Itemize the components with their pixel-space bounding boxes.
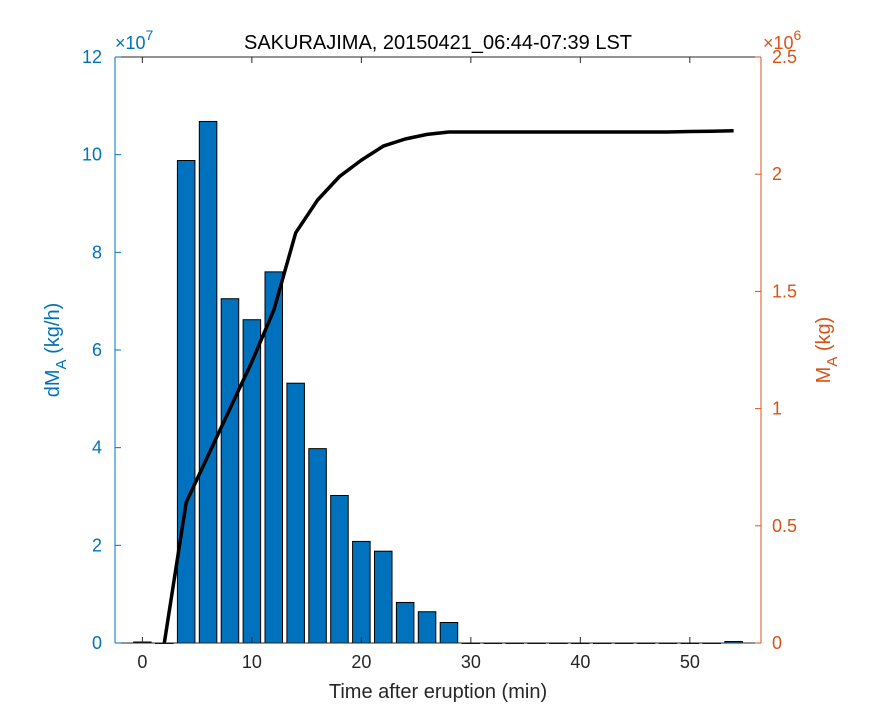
bar <box>198 120 218 644</box>
x-axis-title: Time after eruption (min) <box>329 681 547 703</box>
right-axis-title: MA (kg) <box>813 317 841 384</box>
x-tick-label: 20 <box>351 652 371 672</box>
left-tick-label: 10 <box>82 145 102 165</box>
right-axis-title-main: M <box>813 367 835 384</box>
bar <box>286 382 305 644</box>
left-axis-title-unit: (kg/h) <box>42 303 64 360</box>
bar <box>242 319 262 644</box>
left-tick-label: 6 <box>92 340 102 360</box>
right-tick-label: 0.5 <box>772 516 797 536</box>
bar <box>308 448 327 644</box>
chart-title: SAKURAJIMA, 20150421_06:44-07:39 LST <box>244 32 632 54</box>
left-tick-label: 8 <box>92 242 102 262</box>
left-tick-label: 12 <box>82 47 102 67</box>
bar <box>373 550 393 644</box>
bar <box>176 160 196 644</box>
left-tick-label: 4 <box>92 438 102 458</box>
bar <box>220 298 240 644</box>
right-tick-label: 2.5 <box>772 47 797 67</box>
axis-labels: SAKURAJIMA, 20150421_06:44-07:39 LST Tim… <box>42 32 841 703</box>
right-tick-label: 0 <box>772 633 782 653</box>
bar <box>417 611 437 644</box>
right-tick-label: 1 <box>772 399 782 419</box>
x-tick-label: 0 <box>137 652 147 672</box>
right-tick-label: 2 <box>772 164 782 184</box>
left-axis-title: dMA (kg/h) <box>42 303 70 398</box>
bar-series <box>133 120 743 644</box>
left-tick-label: 0 <box>92 633 102 653</box>
left-axis-title-sub: A <box>53 359 70 369</box>
x-tick-label: 30 <box>461 652 481 672</box>
right-axis-title-unit: (kg) <box>813 317 835 357</box>
x-tick-label: 50 <box>680 652 700 672</box>
left-exponent-label: ×107 <box>115 27 154 53</box>
bar <box>395 601 415 644</box>
left-exponent-power: 7 <box>146 27 154 43</box>
right-tick-label: 1.5 <box>772 281 797 301</box>
bar <box>330 495 349 644</box>
bar <box>439 621 459 644</box>
right-axis-title-sub: A <box>824 357 841 367</box>
x-tick-label: 10 <box>242 652 262 672</box>
bar <box>352 540 371 644</box>
cumulative-line-series <box>162 129 734 644</box>
right-exponent-power: 6 <box>794 27 802 43</box>
x-tick-label: 40 <box>570 652 590 672</box>
left-tick-label: 2 <box>92 535 102 555</box>
cumulative-mass-line <box>162 129 734 644</box>
left-axis-title-main: dM <box>42 369 64 397</box>
